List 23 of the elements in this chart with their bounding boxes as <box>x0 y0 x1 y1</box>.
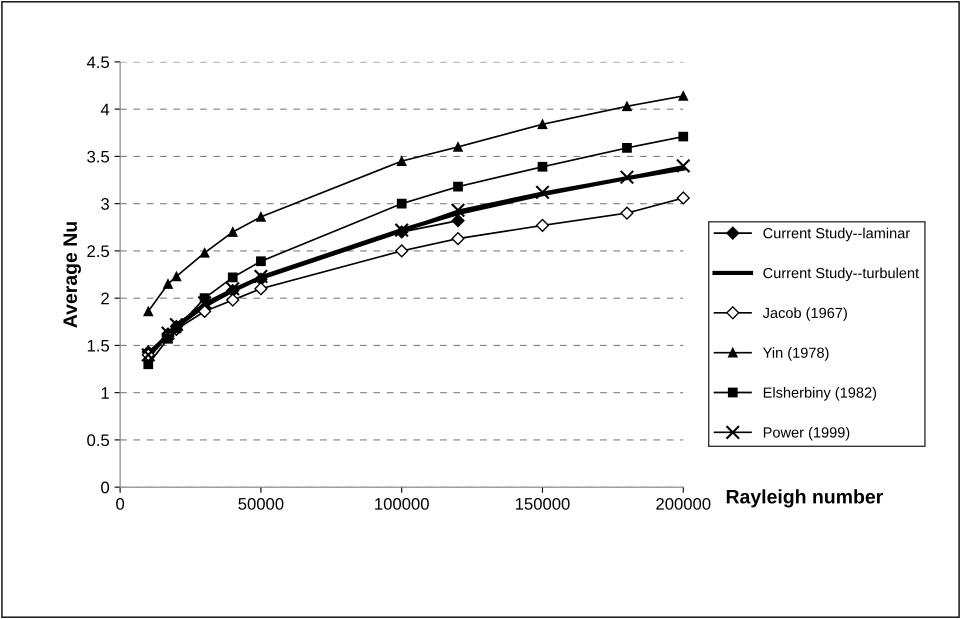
x-tick-label: 50000 <box>238 498 284 510</box>
y-tick-label: 4.5 <box>86 56 110 68</box>
legend-label: Current Study--laminar <box>763 228 910 242</box>
x-tick-label: 150000 <box>516 498 570 510</box>
x-tick-label: 0 <box>116 498 124 510</box>
x-tick-label: 100000 <box>375 498 429 510</box>
legend-label: Yin (1978) <box>762 347 829 361</box>
x-tick-label: 200000 <box>656 498 710 510</box>
y-tick-label: 0.5 <box>87 434 110 446</box>
y-tick-label: 1.5 <box>88 340 110 352</box>
legend-label: Jacob (1967) <box>762 307 847 321</box>
y-tick-label: 2 <box>101 292 109 304</box>
y-tick-label: 0 <box>101 482 110 494</box>
y-tick-label: 2.5 <box>87 245 110 258</box>
legend-label: Elsherbiny (1982) <box>764 387 876 401</box>
legend-label: Power (1999) <box>764 426 850 440</box>
y-tick-label: 1 <box>102 387 109 399</box>
legend-label: Current Study--turbulent <box>763 268 919 282</box>
y-tick-label: 4 <box>100 104 110 116</box>
y-tick-label: 3.5 <box>87 150 110 163</box>
y-tick-label: 3 <box>101 198 109 210</box>
y-axis-title: Average Nu <box>63 222 81 328</box>
x-axis-title: Rayleigh number <box>726 489 883 508</box>
